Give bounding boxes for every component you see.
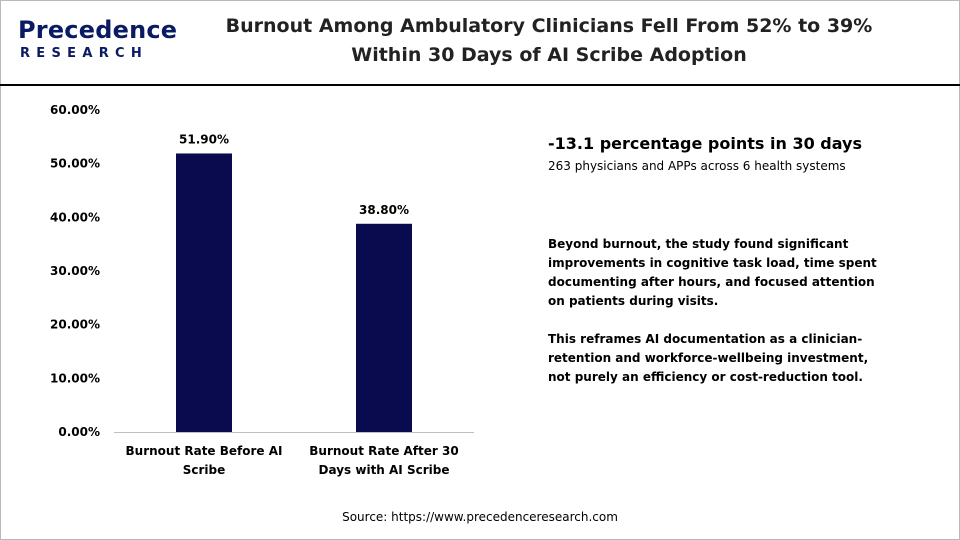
category-label-before: Burnout Rate Before AI Scribe xyxy=(125,444,283,477)
brand-logo: Precedence RESEARCH xyxy=(18,16,177,66)
brand-subtitle: RESEARCH xyxy=(20,46,149,61)
y-tick-label: 60.00% xyxy=(50,103,100,117)
callout-headline: -13.1 percentage points in 30 days xyxy=(548,134,862,153)
category-label-after: Burnout Rate After 30 Days with AI Scrib… xyxy=(309,444,459,477)
chart-title: Burnout Among Ambulatory Clinicians Fell… xyxy=(225,15,873,66)
brand-name: Precedence xyxy=(18,16,178,44)
bar-value-label: 51.90% xyxy=(179,132,229,146)
bar xyxy=(356,223,412,432)
header: Precedence RESEARCH Burnout Among Ambula… xyxy=(0,0,960,86)
callout-subline: 263 physicians and APPs across 6 health … xyxy=(548,159,846,173)
y-tick-label: 10.00% xyxy=(50,371,100,385)
bar-value-label: 38.80% xyxy=(359,203,409,217)
y-tick-label: 30.00% xyxy=(50,264,100,278)
y-tick-label: 50.00% xyxy=(50,157,100,171)
y-tick-label: 40.00% xyxy=(50,210,100,224)
source-note: Source: https://www.precedenceresearch.c… xyxy=(342,510,618,524)
y-tick-label: 20.00% xyxy=(50,318,100,332)
bar xyxy=(176,153,232,432)
y-axis: 0.00% 10.00% 20.00% 30.00% 40.00% 50.00% 60.00… xyxy=(50,103,100,439)
bars: 51.90% 38.80% xyxy=(176,132,412,432)
bar-chart: 0.00% 10.00% 20.00% 30.00% 40.00% 50.00% 60.00… xyxy=(50,103,474,439)
y-tick-label: 0.00% xyxy=(58,425,100,439)
callout-paragraph-1: Beyond burnout, the study found signific… xyxy=(548,237,877,308)
callout-paragraph-2: This reframes AI documentation as a clin… xyxy=(548,332,869,384)
